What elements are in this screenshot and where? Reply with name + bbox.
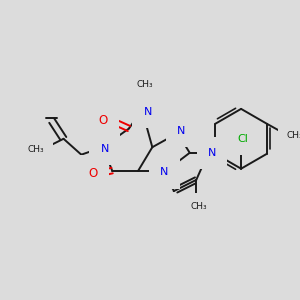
Text: CH₃: CH₃ xyxy=(136,80,153,89)
Text: N: N xyxy=(177,126,185,136)
Text: O: O xyxy=(88,167,97,180)
Text: CH₃: CH₃ xyxy=(27,146,44,154)
Text: CH₃: CH₃ xyxy=(191,202,207,211)
Text: CH₃: CH₃ xyxy=(287,130,300,140)
Text: O: O xyxy=(98,114,107,127)
Text: Cl: Cl xyxy=(238,134,248,144)
Text: N: N xyxy=(208,148,216,158)
Text: N: N xyxy=(143,107,152,117)
Text: N: N xyxy=(100,144,109,154)
Text: N: N xyxy=(160,167,169,177)
